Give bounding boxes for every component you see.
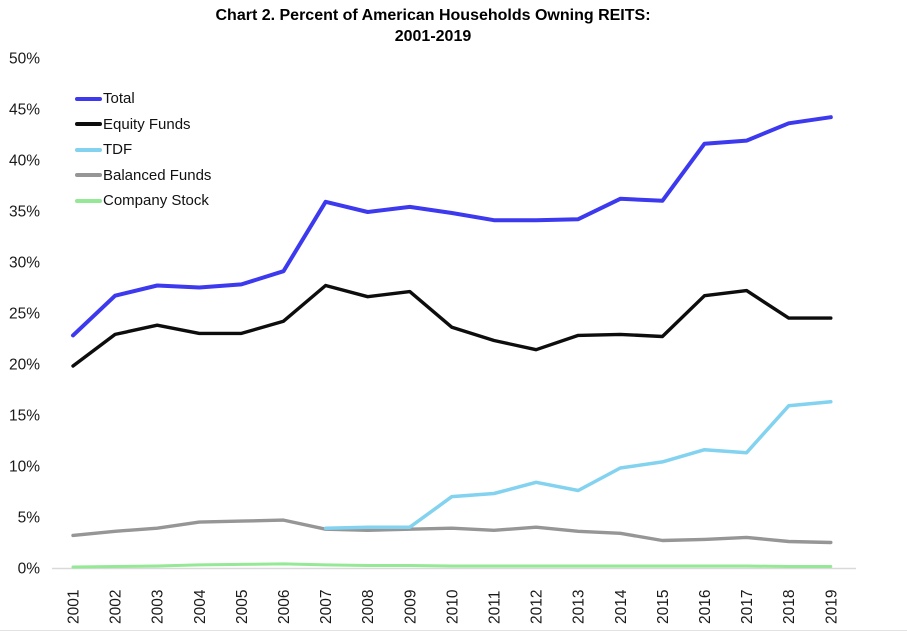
legend-item-equity-funds: Equity Funds [75, 112, 211, 138]
chart-title-line2: 2001-2019 [394, 28, 472, 45]
chart-title-line1: Chart 2. Percent of American Households … [215, 7, 651, 24]
y-tick-label: 0% [18, 561, 41, 578]
x-tick-label: 2002 [108, 590, 125, 624]
x-tick-label: 2004 [192, 589, 209, 624]
legend-label: Total [103, 90, 135, 108]
series-line-equity-funds [71, 283, 833, 368]
x-tick-label: 2005 [234, 590, 251, 624]
x-tick-label: 2013 [571, 590, 588, 624]
x-tick-label: 2010 [444, 589, 461, 624]
x-tick-label: 2008 [360, 590, 377, 624]
x-tick-label: 2018 [781, 590, 798, 624]
x-tick-label: 2015 [655, 590, 672, 624]
series-line-balanced-funds [71, 518, 833, 545]
x-tick-label: 2019 [823, 590, 840, 624]
x-tick-label: 2009 [402, 590, 419, 624]
x-tick-label: 2003 [150, 590, 167, 624]
x-tick-label: 2014 [613, 589, 630, 624]
y-tick-label: 50% [9, 51, 40, 68]
legend-label: Balanced Funds [103, 166, 212, 184]
y-tick-label: 20% [9, 357, 40, 374]
x-tick-label: 2017 [739, 590, 756, 624]
x-tick-label: 2011 [487, 591, 504, 624]
y-tick-label: 15% [9, 408, 40, 425]
x-tick-label: 2012 [529, 590, 546, 624]
legend-label: TDF [103, 141, 133, 159]
x-tick-label: 2016 [697, 590, 714, 624]
chart-title: Chart 2. Percent of American Households … [0, 5, 866, 47]
legend-label: Equity Funds [103, 115, 191, 133]
y-tick-label: 45% [9, 102, 40, 119]
legend-item-balanced-funds: Balanced Funds [75, 163, 211, 189]
legend-swatch-equity-funds [75, 122, 102, 127]
x-tick-label: 2001 [66, 590, 83, 624]
legend-item-company-stock: Company Stock [75, 188, 211, 214]
legend-item-tdf: TDF [75, 137, 211, 163]
x-tick-label: 2007 [318, 590, 335, 624]
legend-item-total: Total [75, 86, 211, 112]
y-tick-label: 25% [9, 306, 40, 323]
y-tick-label: 30% [9, 255, 40, 272]
x-tick-label: 2006 [276, 590, 293, 624]
y-tick-label: 10% [9, 459, 40, 476]
y-tick-label: 5% [18, 510, 41, 527]
series-line-tdf [323, 399, 833, 530]
legend-swatch-company-stock [75, 198, 102, 203]
legend-swatch-total [75, 96, 102, 101]
legend-swatch-tdf [75, 147, 102, 152]
y-tick-label: 40% [9, 153, 40, 170]
legend-label: Company Stock [103, 192, 209, 210]
y-tick-label: 35% [9, 204, 40, 221]
series-line-total [71, 115, 833, 338]
legend-swatch-balanced-funds [75, 173, 102, 178]
bottom-divider [0, 630, 907, 631]
series-line-company-stock [71, 562, 833, 569]
chart-legend: Total Equity Funds TDF Balanced Funds Compan… [75, 86, 211, 214]
